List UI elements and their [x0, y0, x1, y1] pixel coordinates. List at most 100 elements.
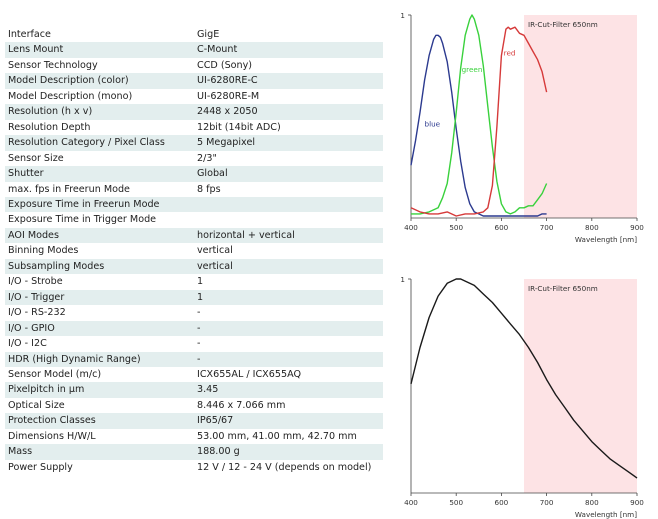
spec-row: Resolution (h x v) 2448 x 2050: [5, 104, 383, 120]
spec-value: -: [197, 307, 201, 319]
spec-value: 2/3": [197, 152, 217, 164]
spec-row: Protection Classes IP65/67: [5, 413, 383, 429]
spec-row: Shutter Global: [5, 166, 383, 182]
spec-value: ICX655AL / ICX655AQ: [197, 368, 302, 380]
spec-label: I/O - Strobe: [8, 276, 63, 288]
series-label-blue: blue: [425, 120, 441, 129]
ir-cut-filter-region: [524, 15, 637, 218]
spec-value: 12bit (14bit ADC): [197, 121, 281, 133]
spec-value: 2448 x 2050: [194, 104, 383, 120]
spec-row: Sensor Size 2/3": [5, 151, 383, 166]
spec-label: Optical Size: [8, 399, 65, 411]
spec-row: Model Description (color) UI-6280RE-C: [5, 73, 383, 89]
spec-value: 1: [197, 276, 204, 288]
spec-label: Sensor Size: [8, 152, 64, 164]
spec-label: I/O - GPIO: [5, 320, 194, 337]
x-tick-label: 700: [540, 498, 554, 507]
spec-value: GigE: [197, 29, 220, 40]
spec-row: Resolution Category / Pixel Class 5 Megap…: [5, 135, 383, 151]
spec-label: Lens Mount: [5, 42, 194, 58]
spec-label: max. fps in Freerun Mode: [8, 183, 130, 195]
spectral-response-color-chart: IR-Cut-Filter 650nm 1 400 500 600 700 800 900 Wa…: [400, 11, 644, 244]
series-line-blue: [410, 34, 547, 217]
spec-row: Sensor Model (m/c) ICX655AL / ICX655AQ: [5, 367, 383, 382]
spec-label: I/O - I2C: [8, 338, 47, 350]
spec-value: -: [194, 320, 383, 337]
spec-value: 8 fps: [197, 183, 221, 195]
spec-label: Exposure Time in Freerun Mode: [5, 196, 194, 213]
spec-value: vertical: [194, 258, 383, 275]
spec-label: Protection Classes: [5, 413, 194, 429]
spec-label: I/O - Trigger: [5, 289, 194, 306]
series-line-red: [410, 26, 548, 217]
spec-value: -: [194, 351, 383, 367]
spec-label: Resolution Category / Pixel Class: [5, 135, 194, 151]
spec-row: Binning Modes vertical: [5, 243, 383, 258]
spec-row: AOI Modes horizontal + vertical: [5, 227, 383, 244]
spec-row: Exposure Time in Trigger Mode: [5, 212, 383, 227]
spec-row: Optical Size 8.446 x 7.066 mm: [5, 398, 383, 413]
spec-row: max. fps in Freerun Mode 8 fps: [5, 182, 383, 197]
spec-value: horizontal + vertical: [194, 227, 383, 244]
spec-row: HDR (High Dynamic Range) -: [5, 351, 383, 367]
y-tick-label: 1: [400, 275, 405, 284]
spec-label: Dimensions H/W/L: [8, 430, 96, 442]
series-label-red: red: [504, 49, 516, 58]
spec-value: C-Mount: [194, 42, 383, 58]
spec-label: Binning Modes: [8, 245, 79, 257]
spec-label: Model Description (mono): [8, 90, 133, 102]
spec-value: IP65/67: [194, 413, 383, 429]
spec-label: Resolution Depth: [8, 121, 91, 133]
spec-row: Power Supply 12 V / 12 - 24 V (depends on…: [5, 460, 383, 475]
x-tick-label: 900: [630, 498, 644, 507]
x-tick-label: 500: [449, 223, 463, 232]
spec-label: Subsampling Modes: [5, 258, 194, 275]
spec-label: Interface: [8, 29, 51, 40]
spec-value: -: [197, 338, 201, 350]
x-tick-label: 600: [495, 223, 509, 232]
spec-value: 12 V / 12 - 24 V (depends on model): [197, 461, 372, 473]
spec-value: 5 Megapixel: [194, 135, 383, 151]
x-tick-label: 800: [585, 498, 599, 507]
spec-value: vertical: [197, 245, 233, 257]
ir-cut-filter-label: IR-Cut-Filter 650nm: [528, 20, 598, 29]
spec-label: Exposure Time in Trigger Mode: [8, 214, 157, 226]
x-tick-label: 500: [449, 498, 463, 507]
spec-value: CCD (Sony): [197, 59, 253, 71]
spec-label: AOI Modes: [5, 227, 194, 244]
spec-value: 53.00 mm, 41.00 mm, 42.70 mm: [197, 430, 357, 442]
spec-value: [194, 196, 383, 213]
spec-row: Model Description (mono) UI-6280RE-M: [5, 89, 383, 104]
x-tick-label: 600: [495, 498, 509, 507]
spec-label: Power Supply: [8, 461, 73, 473]
spec-row: Sensor Technology CCD (Sony): [5, 58, 383, 73]
series-line-green: [411, 14, 548, 215]
spec-row: Lens Mount C-Mount: [5, 42, 383, 58]
y-tick-label: 1: [400, 11, 405, 20]
spec-value: Global: [194, 166, 383, 182]
series-label-green: green: [462, 65, 483, 74]
spec-value: 1: [194, 289, 383, 306]
x-axis-label: Wavelength [nm]: [575, 235, 637, 244]
spec-row: I/O - RS-232 -: [5, 305, 383, 320]
spec-value: 3.45: [194, 382, 383, 398]
spec-label: HDR (High Dynamic Range): [5, 351, 194, 367]
spec-label: Sensor Technology: [8, 59, 98, 71]
spec-value: 188.00 g: [194, 444, 383, 460]
x-axis-label: Wavelength [nm]: [575, 510, 637, 519]
spec-value: UI-6280RE-C: [194, 73, 383, 89]
spec-label: I/O - RS-232: [8, 307, 66, 319]
spec-row: Mass 188.00 g: [5, 444, 383, 460]
ir-cut-filter-region: [524, 279, 637, 493]
spec-label: Shutter: [5, 166, 194, 182]
spectral-response-mono-chart: IR-Cut-Filter 650nm 1 400 500 600 700 800 900 Wa…: [400, 275, 644, 519]
x-tick-label: 700: [540, 223, 554, 232]
spec-label: Pixelpitch in µm: [5, 382, 194, 398]
spec-row: I/O - Trigger 1: [5, 289, 383, 306]
spec-row: Subsampling Modes vertical: [5, 258, 383, 275]
spec-row: I/O - Strobe 1: [5, 274, 383, 289]
spec-label: Resolution (h x v): [5, 104, 194, 120]
x-tick-label: 900: [630, 223, 644, 232]
ir-cut-filter-label: IR-Cut-Filter 650nm: [528, 284, 598, 293]
spec-value: [194, 212, 383, 227]
